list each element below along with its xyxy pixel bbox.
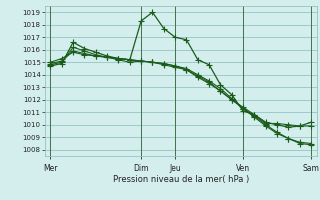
X-axis label: Pression niveau de la mer( hPa ): Pression niveau de la mer( hPa ) (113, 175, 249, 184)
